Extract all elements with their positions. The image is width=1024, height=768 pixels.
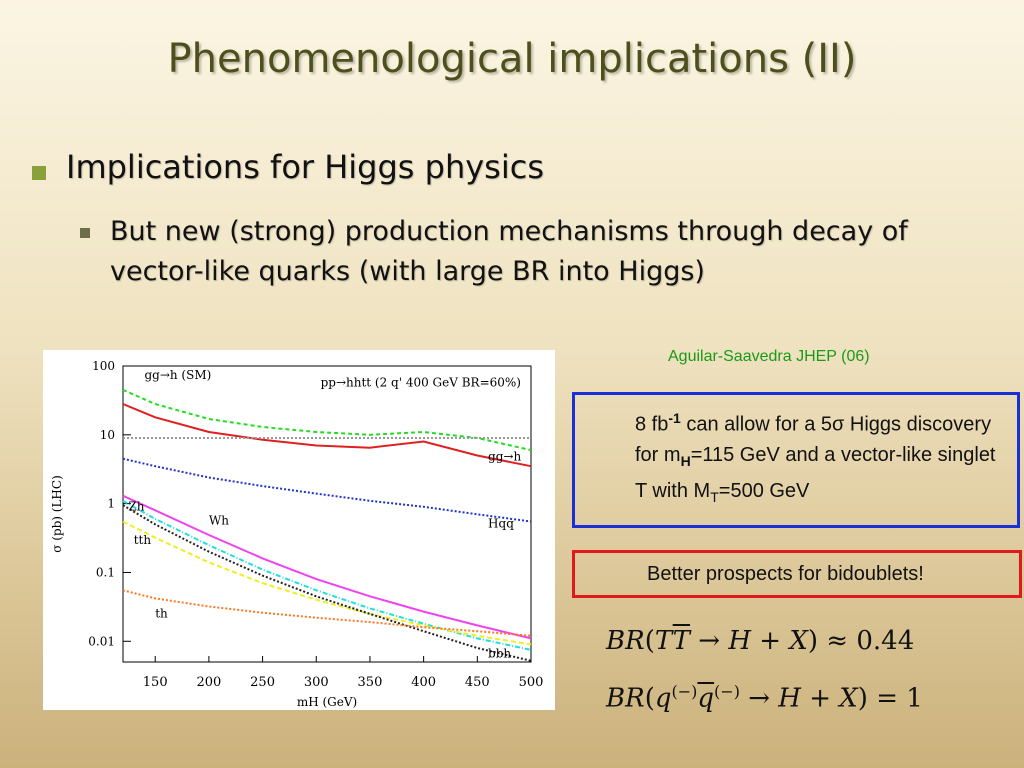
x-tick-label: 250: [250, 675, 275, 690]
y-tick-label: 1: [107, 497, 115, 511]
bullet-level2-text: But new (strong) production mechanisms t…: [110, 212, 980, 292]
plot-frame: [123, 366, 531, 662]
x-axis-label: mH (GeV): [297, 695, 357, 709]
curve-label: Hqq: [488, 517, 514, 531]
equation-br-qq: BR(q(−)q(−) → H + X) = 1: [606, 682, 923, 714]
curve-label: gg→h: [488, 450, 521, 464]
series-line: [123, 590, 531, 636]
cross-section-plot: 150 200 250 300 350 400 450 500 100 10 1 0.1 0.01 mH …: [43, 350, 555, 710]
x-tick-label: 350: [358, 675, 383, 690]
discovery-note-text: 8 fb-1 can allow for a 5σ Higgs discover…: [635, 403, 1005, 512]
bullet-square-icon: [80, 228, 90, 238]
chart-svg: 150 200 250 300 350 400 450 500 100 10 1 0.1 0.01 mH …: [43, 350, 555, 710]
bidoublet-note-box: Better prospects for bidoublets!: [572, 550, 1022, 598]
y-tick-label: 0.1: [96, 565, 115, 579]
x-tick-label: 200: [196, 675, 221, 690]
series-line: [123, 390, 531, 450]
series-line: [123, 459, 531, 522]
discovery-note-box: 8 fb-1 can allow for a 5σ Higgs discover…: [572, 392, 1020, 528]
y-axis-label: σ (pb) (LHC): [50, 475, 64, 553]
x-tick-label: 300: [304, 675, 329, 690]
x-tick-label: 450: [465, 675, 490, 690]
curve-label: tth: [134, 533, 152, 547]
plot-annotation-sm: gg→h (SM): [144, 368, 211, 382]
x-tick-label: 150: [143, 675, 168, 690]
equation-br-tt: BR(TT → H + X) ≈ 0.44: [606, 626, 914, 656]
equation-br-qq-value: 1: [906, 684, 923, 714]
slide-title: Phenomenological implications (II): [0, 36, 1024, 82]
x-tick-label: 500: [519, 675, 544, 690]
series-line: [123, 496, 531, 639]
citation: Aguilar-Saavedra JHEP (06): [668, 348, 870, 366]
plot-annotation: pp→hhtt (2 q' 400 GeV BR=60%): [321, 376, 521, 390]
curve-label: bbh: [488, 647, 511, 661]
curve-label: Zh: [128, 499, 144, 513]
bullet-level1-text: Implications for Higgs physics: [66, 148, 544, 186]
equation-br-tt-value: 0.44: [856, 626, 914, 656]
bidoublet-note-text: Better prospects for bidoublets!: [647, 563, 924, 586]
series-line: [123, 404, 531, 466]
curve-label: Wh: [209, 513, 229, 527]
y-tick-label: 0.01: [88, 634, 115, 648]
x-tick-label: 400: [411, 675, 436, 690]
bullet-square-icon: [32, 166, 46, 180]
curve-label: th: [155, 607, 168, 621]
y-tick-label: 10: [100, 428, 115, 442]
y-tick-label: 100: [92, 359, 115, 373]
